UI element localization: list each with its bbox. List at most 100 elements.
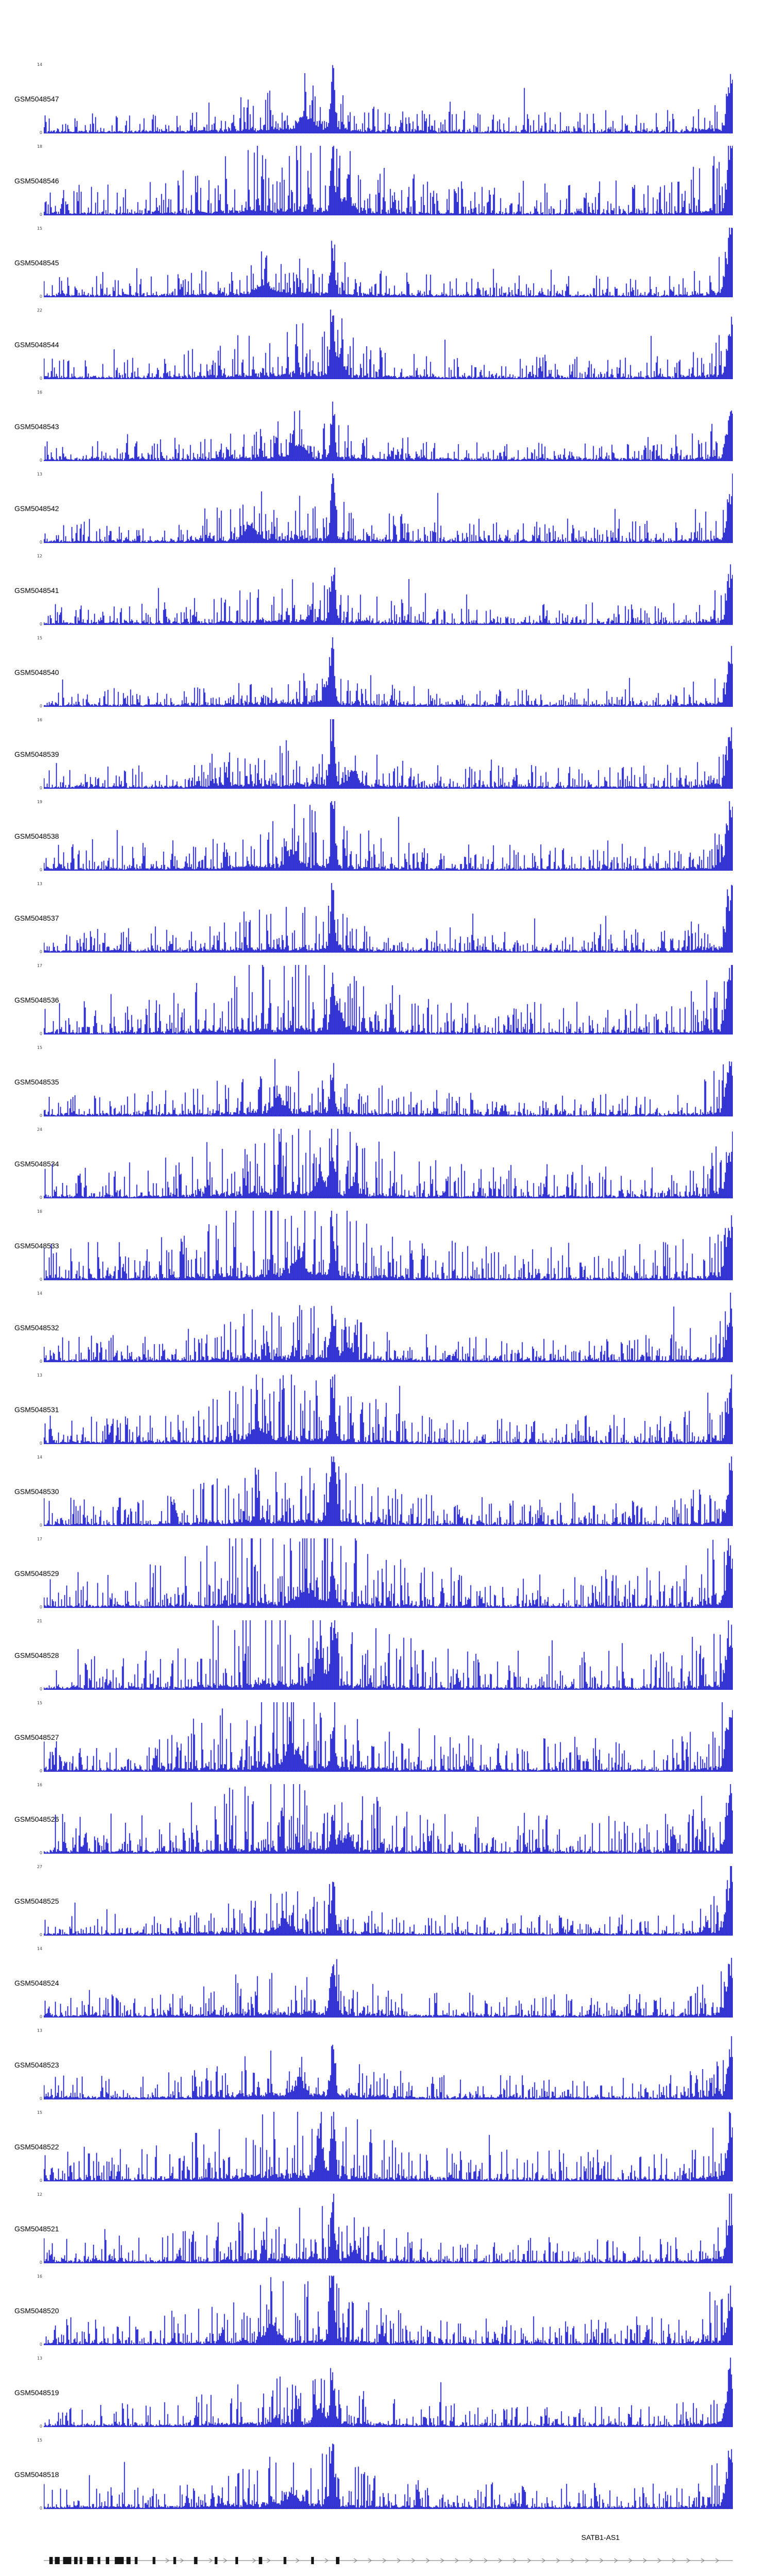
signal-track-row: GSM5048545 15 0 <box>0 222 773 303</box>
track-plot: 12 0 <box>37 554 733 626</box>
coverage-signal <box>43 1293 733 1362</box>
track-ymin-label: 0 <box>39 786 42 790</box>
signal-track-row: GSM5048547 14 0 <box>0 58 773 140</box>
track-ymax-label: 17 <box>37 963 42 968</box>
signal-track-row: GSM5048526 16 0 <box>0 1778 773 1860</box>
track-ymin-label: 0 <box>39 1277 42 1282</box>
track-ymax-label: 15 <box>37 1045 42 1050</box>
signal-track-row: GSM5048529 17 0 <box>0 1532 773 1614</box>
track-label: GSM5048534 <box>14 1159 59 1168</box>
track-ymin-label: 0 <box>39 1851 42 1855</box>
track-plot: 19 0 <box>37 800 733 872</box>
track-label: GSM5048530 <box>14 1487 59 1496</box>
track-plot: 13 0 <box>37 1373 733 1446</box>
track-label: GSM5048528 <box>14 1651 59 1659</box>
coverage-signal <box>43 883 733 953</box>
track-plot: 13 0 <box>37 2356 733 2429</box>
track-label: GSM5048542 <box>14 504 59 513</box>
coverage-signal <box>43 146 733 215</box>
track-ymax-label: 22 <box>37 308 42 313</box>
gene-track: SATB1-AS1 <box>0 2522 773 2576</box>
track-label: GSM5048546 <box>14 176 59 185</box>
track-plot: 13 0 <box>37 2028 733 2101</box>
track-plot: 16 0 <box>37 718 733 790</box>
track-ymax-label: 14 <box>37 1455 42 1460</box>
track-ymin-label: 0 <box>39 622 42 626</box>
coverage-signal <box>43 1538 733 1608</box>
track-label: GSM5048519 <box>14 2388 59 2397</box>
track-label: GSM5048547 <box>14 94 59 103</box>
track-ymin-label: 0 <box>39 1523 42 1528</box>
signal-track-row: GSM5048528 21 0 <box>0 1614 773 1696</box>
track-plot: 15 0 <box>37 1045 733 1118</box>
coverage-signal <box>43 1784 733 1854</box>
signal-track-row: GSM5048546 18 0 <box>0 140 773 222</box>
track-ymax-label: 16 <box>37 1783 42 1787</box>
coverage-signal <box>43 1375 733 1444</box>
track-label: GSM5048524 <box>14 1978 59 1987</box>
signal-track-row: GSM5048534 24 0 <box>0 1123 773 1205</box>
track-ymax-label: 18 <box>37 144 42 149</box>
coverage-signal <box>43 1211 733 1280</box>
track-ymax-label: 15 <box>37 1701 42 1705</box>
track-plot: 14 0 <box>37 1291 733 1364</box>
track-ymax-label: 15 <box>37 2438 42 2443</box>
track-plot: 27 0 <box>37 1865 733 1937</box>
coverage-signal <box>43 1702 733 1772</box>
track-label: GSM5048545 <box>14 258 59 267</box>
track-ymax-label: 17 <box>37 1537 42 1541</box>
coverage-signal <box>43 310 733 379</box>
track-ymax-label: 14 <box>37 62 42 67</box>
track-label: GSM5048532 <box>14 1323 59 1332</box>
signal-track-row: GSM5048542 13 0 <box>0 467 773 549</box>
track-ymin-label: 0 <box>39 1031 42 1036</box>
coverage-signal <box>43 564 733 625</box>
track-label: GSM5048536 <box>14 995 59 1004</box>
coverage-signal <box>43 2358 733 2427</box>
signal-track-row: GSM5048527 15 0 <box>0 1696 773 1778</box>
track-plot: 21 0 <box>37 1619 733 1691</box>
track-plot: 17 0 <box>37 963 733 1036</box>
coverage-signal <box>43 2036 733 2099</box>
coverage-signal <box>43 1620 733 1690</box>
coverage-signal <box>43 2112 733 2181</box>
gene-model <box>44 2557 733 2564</box>
coverage-signal <box>43 801 733 871</box>
signal-track-row: GSM5048519 13 0 <box>0 2351 773 2433</box>
track-plot: 17 0 <box>37 1537 733 1609</box>
track-label: GSM5048523 <box>14 2060 59 2069</box>
signal-track-row: GSM5048524 14 0 <box>0 1942 773 2024</box>
track-ymax-label: 12 <box>37 2192 42 2197</box>
track-ymin-label: 0 <box>39 376 42 381</box>
signal-track-row: GSM5048531 13 0 <box>0 1368 773 1450</box>
track-ymin-label: 0 <box>39 1769 42 1773</box>
track-ymax-label: 13 <box>37 1373 42 1378</box>
track-plot: 16 0 <box>37 2274 733 2347</box>
track-label: GSM5048543 <box>14 422 59 431</box>
signal-track-row: GSM5048535 15 0 <box>0 1041 773 1123</box>
track-plot: 24 0 <box>37 1127 733 1200</box>
track-ymin-label: 0 <box>39 294 42 299</box>
signal-track-row: GSM5048533 16 0 <box>0 1205 773 1286</box>
track-plot: 15 0 <box>37 2438 733 2511</box>
track-label: GSM5048518 <box>14 2470 59 2479</box>
track-ymin-label: 0 <box>39 540 42 545</box>
track-plot: 15 0 <box>37 636 733 708</box>
track-plot: 14 0 <box>37 1946 733 2019</box>
track-ymin-label: 0 <box>39 130 42 135</box>
track-ymin-label: 0 <box>39 1359 42 1364</box>
track-ymin-label: 0 <box>39 2096 42 2101</box>
gene-name-label: SATB1-AS1 <box>581 2533 620 2541</box>
track-ymin-label: 0 <box>39 1441 42 1446</box>
coverage-signal <box>43 228 733 297</box>
track-ymax-label: 13 <box>37 882 42 886</box>
signal-track-row: GSM5048537 13 0 <box>0 877 773 959</box>
signal-track-row: GSM5048522 15 0 <box>0 2106 773 2188</box>
signal-track-row: GSM5048530 14 0 <box>0 1450 773 1532</box>
coverage-signal <box>43 1866 733 1936</box>
track-ymin-label: 0 <box>39 2506 42 2511</box>
track-plot: 22 0 <box>37 308 733 381</box>
track-label: GSM5048541 <box>14 586 59 595</box>
track-ymax-label: 15 <box>37 2110 42 2115</box>
